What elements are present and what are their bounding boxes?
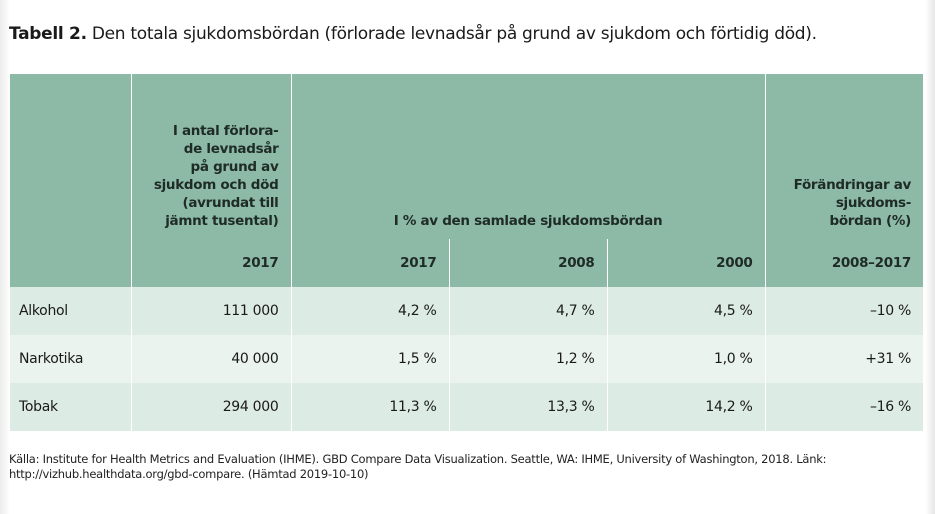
cell-change: +31 %: [765, 335, 924, 383]
table-body: Alkohol 111 000 4,2 % 4,7 % 4,5 % –10 % …: [10, 287, 924, 431]
table-header: I antal förlora-de levnadsår på grund av s…: [10, 74, 924, 287]
header-years-lost-text: I antal förlora-de levnadsår på grund av s…: [153, 123, 279, 229]
burden-table: I antal förlora-de levnadsår på grund av s…: [10, 74, 924, 431]
header-corner: [10, 74, 132, 287]
header-change: Förändringar av sjukdoms-bördan (%): [765, 74, 924, 239]
cell-change: –10 %: [765, 287, 924, 335]
cell-change: –16 %: [765, 383, 924, 431]
row-label: Tobak: [10, 383, 132, 431]
cell-pct-2008: 13,3 %: [449, 383, 608, 431]
row-label: Narkotika: [10, 335, 132, 383]
cell-pct-2000: 4,5 %: [607, 287, 766, 335]
header-period-change: 2008–2017: [765, 239, 924, 287]
table-row: Tobak 294 000 11,3 % 13,3 % 14,2 % –16 %: [10, 383, 924, 431]
header-years-lost: I antal förlora-de levnadsår på grund av s…: [131, 74, 292, 239]
cell-pct-2000: 14,2 %: [607, 383, 766, 431]
cell-pct-2017: 11,3 %: [291, 383, 450, 431]
cell-pct-2008: 1,2 %: [449, 335, 608, 383]
cell-pct-2017: 1,5 %: [291, 335, 450, 383]
caption-text: Den totala sjukdomsbördan (förlorade lev…: [86, 24, 817, 44]
header-percent-group: I % av den samlade sjukdomsbördan: [291, 74, 766, 239]
header-year-2017-count: 2017: [131, 239, 292, 287]
header-year-2000: 2000: [607, 239, 766, 287]
header-year-2008: 2008: [449, 239, 608, 287]
cell-years-lost: 294 000: [131, 383, 292, 431]
header-change-text: Förändringar av sjukdoms-bördan (%): [793, 177, 912, 229]
cell-pct-2000: 1,0 %: [607, 335, 766, 383]
cell-pct-2008: 4,7 %: [449, 287, 608, 335]
burden-table-container: I antal förlora-de levnadsår på grund av s…: [10, 74, 924, 431]
cell-pct-2017: 4,2 %: [291, 287, 450, 335]
source-note: Källa: Institute for Health Metrics and …: [9, 452, 827, 481]
header-year-2017: 2017: [291, 239, 450, 287]
row-label: Alkohol: [10, 287, 132, 335]
cell-years-lost: 40 000: [131, 335, 292, 383]
table-number: Tabell 2.: [9, 24, 87, 44]
cell-years-lost: 111 000: [131, 287, 292, 335]
table-caption: Tabell 2. Den totala sjukdomsbördan (för…: [9, 24, 817, 44]
table-row: Alkohol 111 000 4,2 % 4,7 % 4,5 % –10 %: [10, 287, 924, 335]
table-row: Narkotika 40 000 1,5 % 1,2 % 1,0 % +31 %: [10, 335, 924, 383]
